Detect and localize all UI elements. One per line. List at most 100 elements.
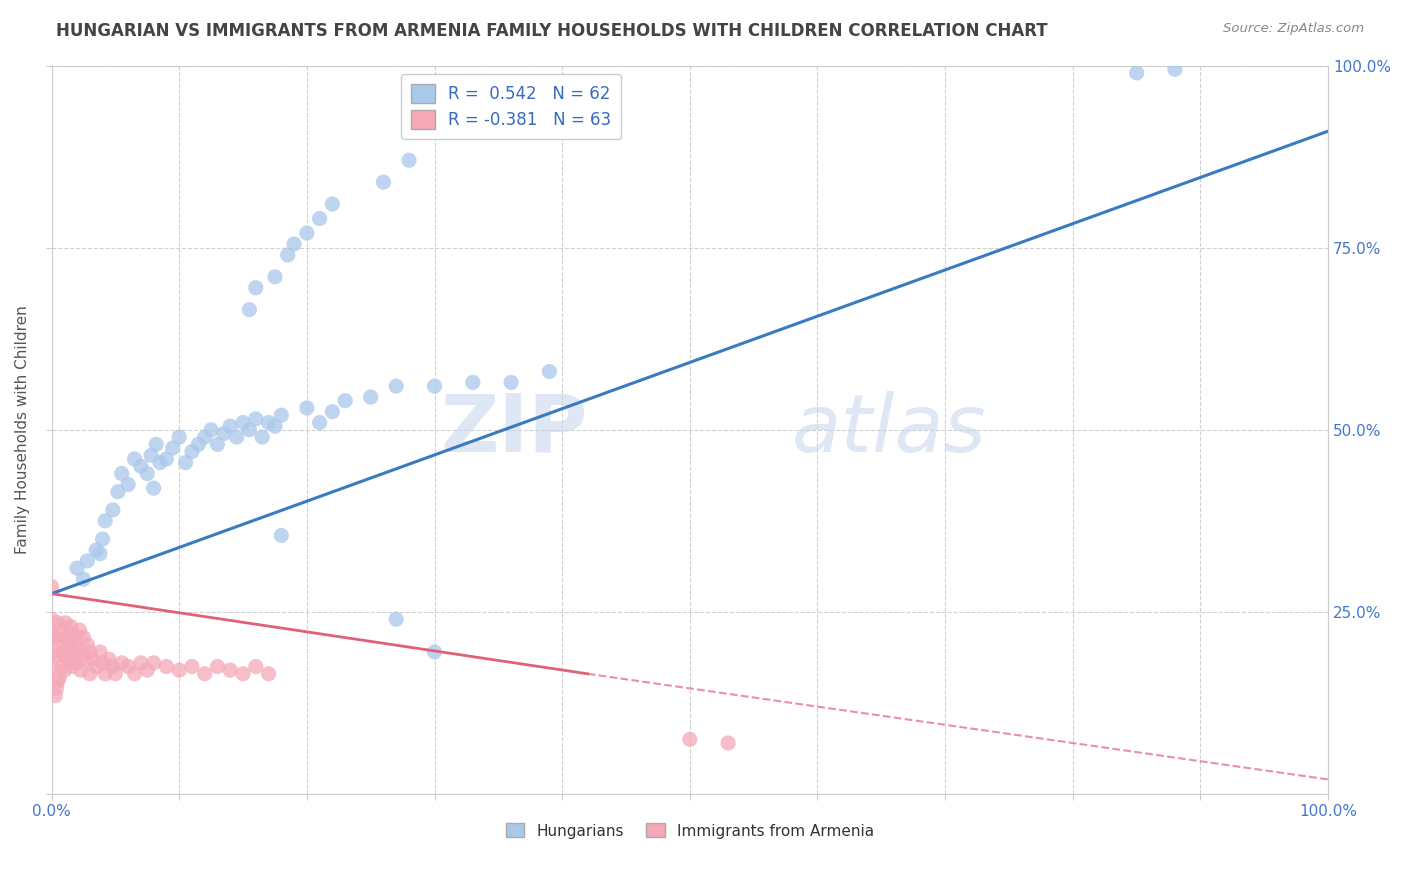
Point bbox=[111, 467, 134, 481]
Point bbox=[308, 211, 330, 226]
Point bbox=[107, 484, 129, 499]
Point bbox=[207, 437, 229, 451]
Point bbox=[136, 467, 159, 481]
Point bbox=[73, 652, 96, 666]
Point bbox=[270, 409, 292, 423]
Point bbox=[187, 437, 209, 451]
Point bbox=[89, 645, 111, 659]
Point bbox=[41, 579, 63, 593]
Point bbox=[270, 528, 292, 542]
Point bbox=[72, 631, 94, 645]
Point bbox=[250, 430, 273, 444]
Point bbox=[139, 448, 162, 462]
Point bbox=[42, 645, 65, 659]
Point bbox=[98, 652, 121, 666]
Point bbox=[149, 456, 172, 470]
Point bbox=[245, 412, 267, 426]
Point bbox=[82, 652, 104, 666]
Point bbox=[117, 659, 139, 673]
Point bbox=[46, 674, 69, 689]
Point bbox=[181, 659, 204, 673]
Point bbox=[385, 612, 408, 626]
Point bbox=[461, 376, 484, 390]
Point bbox=[59, 641, 82, 656]
Point bbox=[41, 612, 63, 626]
Point bbox=[225, 430, 247, 444]
Point bbox=[212, 426, 235, 441]
Point bbox=[167, 663, 190, 677]
Point bbox=[53, 631, 76, 645]
Y-axis label: Family Households with Children: Family Households with Children bbox=[15, 305, 30, 554]
Point bbox=[79, 645, 101, 659]
Point bbox=[155, 452, 177, 467]
Text: atlas: atlas bbox=[792, 391, 987, 469]
Point bbox=[1125, 66, 1147, 80]
Point bbox=[423, 379, 446, 393]
Point bbox=[232, 416, 254, 430]
Point bbox=[94, 666, 117, 681]
Point bbox=[46, 615, 69, 630]
Point bbox=[321, 404, 343, 418]
Point bbox=[101, 503, 124, 517]
Point bbox=[84, 543, 107, 558]
Point bbox=[181, 444, 204, 458]
Point bbox=[321, 197, 343, 211]
Point bbox=[117, 477, 139, 491]
Point bbox=[104, 666, 127, 681]
Point bbox=[232, 666, 254, 681]
Text: Source: ZipAtlas.com: Source: ZipAtlas.com bbox=[1223, 22, 1364, 36]
Point bbox=[41, 659, 63, 673]
Point bbox=[194, 666, 217, 681]
Point bbox=[162, 441, 184, 455]
Point bbox=[53, 663, 76, 677]
Point bbox=[51, 623, 73, 637]
Point bbox=[62, 626, 84, 640]
Point bbox=[94, 514, 117, 528]
Point bbox=[283, 237, 305, 252]
Point bbox=[1164, 62, 1187, 77]
Point bbox=[295, 226, 318, 240]
Point bbox=[60, 659, 83, 673]
Point bbox=[129, 459, 152, 474]
Point bbox=[238, 423, 260, 437]
Point bbox=[89, 547, 111, 561]
Point bbox=[264, 419, 287, 434]
Point bbox=[79, 666, 101, 681]
Point bbox=[385, 379, 408, 393]
Point bbox=[51, 659, 73, 673]
Point bbox=[55, 615, 77, 630]
Point bbox=[66, 656, 89, 670]
Point bbox=[679, 732, 702, 747]
Point bbox=[167, 430, 190, 444]
Point bbox=[360, 390, 382, 404]
Point bbox=[84, 659, 107, 673]
Point bbox=[70, 645, 93, 659]
Point bbox=[59, 619, 82, 633]
Point bbox=[45, 681, 67, 696]
Point bbox=[76, 638, 98, 652]
Point bbox=[155, 659, 177, 673]
Point bbox=[295, 401, 318, 415]
Point bbox=[538, 365, 561, 379]
Point bbox=[52, 645, 75, 659]
Point bbox=[65, 631, 87, 645]
Point bbox=[717, 736, 740, 750]
Point bbox=[76, 554, 98, 568]
Point bbox=[245, 281, 267, 295]
Point bbox=[72, 572, 94, 586]
Point bbox=[308, 416, 330, 430]
Point bbox=[373, 175, 395, 189]
Point bbox=[257, 416, 280, 430]
Point bbox=[91, 532, 114, 546]
Point bbox=[207, 659, 229, 673]
Point bbox=[44, 689, 66, 703]
Point bbox=[245, 659, 267, 673]
Point bbox=[49, 634, 72, 648]
Point bbox=[257, 666, 280, 681]
Point bbox=[48, 670, 70, 684]
Point bbox=[67, 641, 90, 656]
Point bbox=[56, 648, 79, 663]
Point bbox=[145, 437, 167, 451]
Point bbox=[41, 626, 63, 640]
Point bbox=[501, 376, 523, 390]
